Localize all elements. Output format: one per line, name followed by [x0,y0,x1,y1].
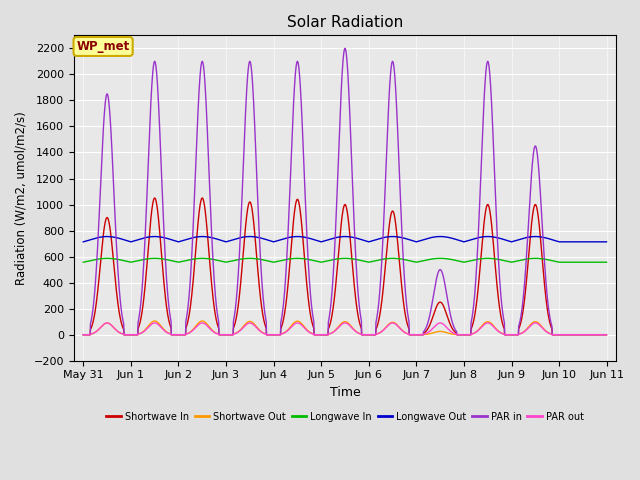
Longwave Out [201,234,209,240]
PAR out [79,332,87,337]
PAR in [410,332,417,337]
Longwave In [103,255,111,261]
Shortwave In [602,332,609,337]
Shortwave In [410,332,417,337]
Longwave In [410,259,417,264]
Longwave Out [603,239,611,245]
Longwave In [602,259,609,265]
PAR out [103,320,111,326]
PAR out [602,332,609,337]
Shortwave In [448,325,456,331]
Shortwave Out [151,318,159,324]
Line: Longwave In: Longwave In [83,258,607,262]
Line: Shortwave In: Shortwave In [83,198,607,335]
Shortwave Out [543,329,551,335]
PAR in [568,332,576,337]
Longwave Out [79,239,87,245]
Shortwave In [603,332,611,337]
Shortwave In [151,195,159,201]
Longwave In [568,259,576,265]
PAR in [602,332,609,337]
PAR out [568,332,576,337]
Shortwave Out [410,332,417,337]
Longwave Out [568,239,576,245]
X-axis label: Time: Time [330,386,360,399]
Shortwave Out [602,332,609,337]
Shortwave In [543,305,551,311]
Line: Shortwave Out: Shortwave Out [83,321,607,335]
Shortwave Out [603,332,611,337]
Longwave In [201,255,209,261]
Longwave In [543,257,551,263]
PAR in [448,318,456,324]
Line: PAR in: PAR in [83,48,607,335]
PAR in [200,72,208,78]
Shortwave Out [79,332,87,337]
Title: Solar Radiation: Solar Radiation [287,15,403,30]
Shortwave In [568,332,576,337]
Line: PAR out: PAR out [83,323,607,335]
Longwave In [448,257,456,263]
PAR out [543,329,551,335]
Y-axis label: Radiation (W/m2, umol/m2/s): Radiation (W/m2, umol/m2/s) [15,111,28,285]
Longwave Out [602,239,609,245]
Longwave Out [103,234,111,240]
PAR in [543,293,551,299]
PAR out [201,321,209,326]
Longwave Out [543,235,551,241]
PAR in [79,332,87,337]
PAR out [448,329,456,335]
Longwave Out [448,235,456,241]
Line: Longwave Out: Longwave Out [83,237,607,242]
Longwave In [79,259,87,265]
Shortwave In [201,204,209,209]
Longwave Out [410,238,417,244]
Text: WP_met: WP_met [77,40,130,53]
PAR out [410,332,417,337]
PAR out [603,332,611,337]
PAR in [341,46,349,51]
Shortwave Out [568,332,576,337]
Legend: Shortwave In, Shortwave Out, Longwave In, Longwave Out, PAR in, PAR out: Shortwave In, Shortwave Out, Longwave In… [102,408,588,426]
Shortwave In [79,332,87,337]
Shortwave Out [448,331,456,337]
Shortwave Out [201,319,209,325]
Longwave In [603,259,611,265]
PAR in [603,332,611,337]
